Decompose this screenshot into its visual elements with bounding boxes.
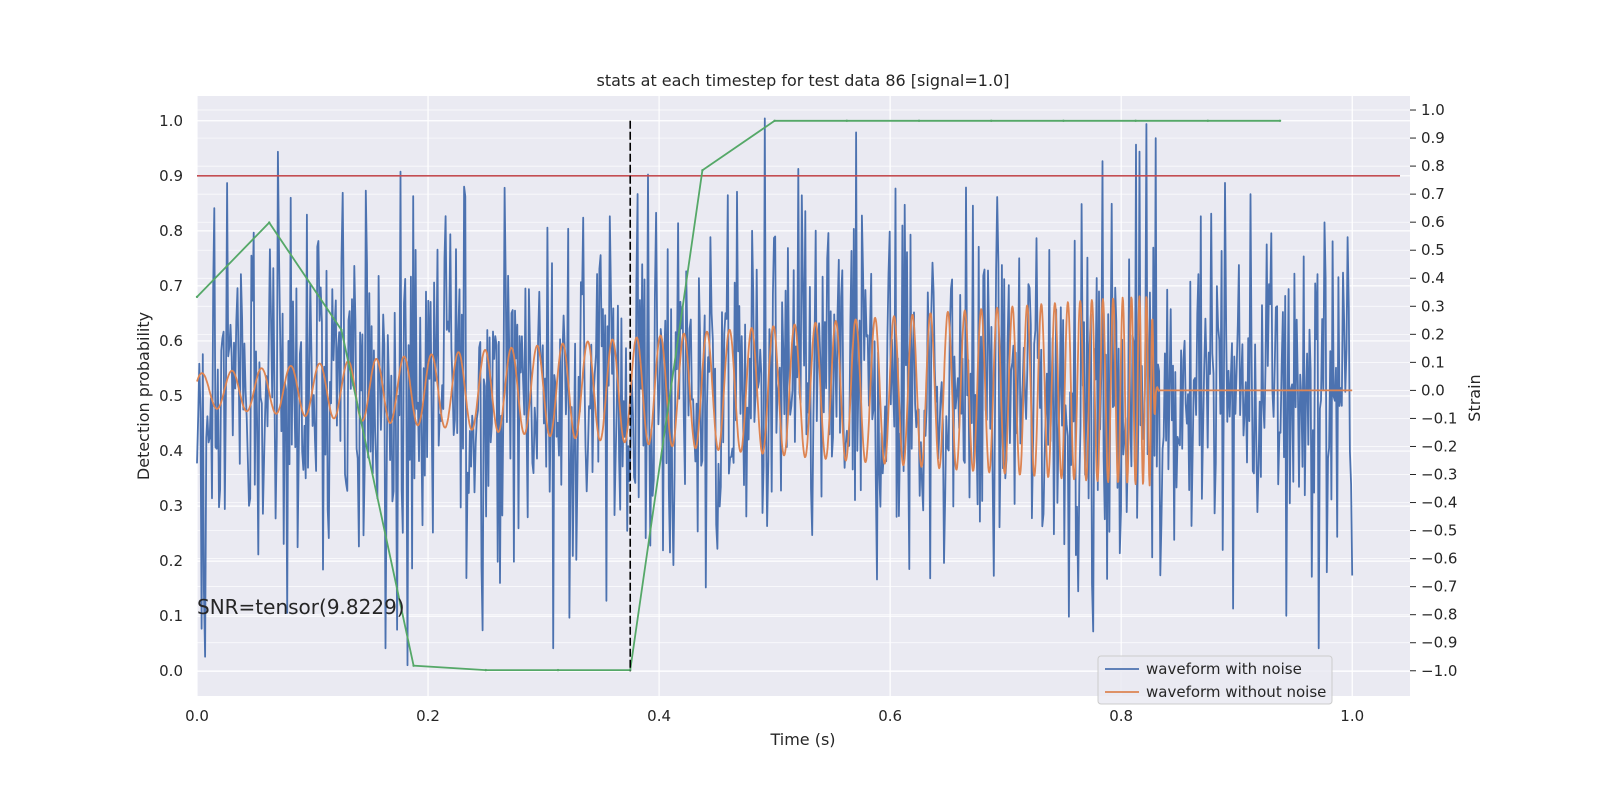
data-point-detection-probability bbox=[990, 119, 993, 122]
data-point-detection-probability bbox=[845, 119, 849, 122]
right-y-tick-label: 0.5 bbox=[1421, 241, 1445, 259]
right-y-axis-ticks: −1.0 −0.9 −0.8 −0.7 −0.6 −0.5 −0.4 −0.3 −0.2 −0.1… bbox=[1410, 101, 1457, 680]
right-y-tick-label: −0.9 bbox=[1421, 634, 1457, 652]
y-tick-label: 0.7 bbox=[159, 277, 183, 295]
data-point-detection-probability bbox=[773, 119, 776, 122]
right-y-tick-label: 0.8 bbox=[1421, 157, 1445, 175]
data-point-detection-probability bbox=[195, 295, 199, 299]
right-y-tick-label: −0.3 bbox=[1421, 466, 1457, 484]
y-tick-label: 0.3 bbox=[159, 497, 183, 515]
right-y-tick-label: −0.2 bbox=[1421, 437, 1457, 455]
x-tick-label: 0.0 bbox=[185, 707, 209, 725]
y-tick-label: 0.8 bbox=[159, 222, 183, 240]
y-tick-label: 1.0 bbox=[159, 112, 183, 130]
y-tick-label: 0.5 bbox=[159, 387, 183, 405]
data-point-detection-probability bbox=[917, 119, 921, 122]
y-tick-label: 0.4 bbox=[159, 442, 183, 460]
y-tick-label: 0.6 bbox=[159, 332, 183, 350]
right-y-tick-label: 0.7 bbox=[1421, 185, 1445, 203]
chart-title: stats at each timestep for test data 86 … bbox=[597, 71, 1010, 90]
x-tick-label: 0.2 bbox=[416, 707, 440, 725]
right-y-tick-label: 1.0 bbox=[1421, 101, 1445, 119]
right-y-tick-label: 0.1 bbox=[1421, 353, 1445, 371]
right-y-tick-label: 0.3 bbox=[1421, 297, 1445, 315]
right-y-tick-label: 0.2 bbox=[1421, 325, 1445, 343]
data-point-detection-probability bbox=[484, 668, 488, 672]
series-line-detection-probability bbox=[196, 119, 1280, 671]
right-y-tick-label: −0.7 bbox=[1421, 578, 1457, 596]
snr-annotation: SNR=tensor(9.8229) bbox=[197, 595, 405, 619]
x-axis-ticks: 0.0 0.2 0.4 0.6 0.8 1.0 bbox=[185, 707, 1364, 725]
y-tick-label: 0.0 bbox=[159, 662, 183, 680]
data-point-detection-probability bbox=[412, 664, 415, 667]
data-point-detection-probability bbox=[701, 169, 704, 172]
right-y-tick-label: −0.4 bbox=[1421, 494, 1457, 512]
right-y-tick-label: 0.9 bbox=[1421, 129, 1445, 147]
legend-box bbox=[1097, 655, 1333, 705]
legend: waveform with noise waveform without noi… bbox=[1097, 655, 1333, 705]
data-point-detection-probability bbox=[340, 328, 343, 332]
x-tick-label: 0.4 bbox=[647, 707, 671, 725]
x-tick-label: 0.6 bbox=[878, 707, 902, 725]
right-y-tick-label: −1.0 bbox=[1421, 662, 1457, 680]
y-axis-ticks: 0.0 0.1 0.2 0.3 0.4 0.5 0.6 0.7 0.8 0.9 1.0 bbox=[159, 112, 183, 680]
legend-label-clean: waveform without noise bbox=[1146, 683, 1326, 701]
x-tick-label: 1.0 bbox=[1340, 707, 1364, 725]
right-y-tick-label: 0.6 bbox=[1421, 213, 1445, 231]
y-tick-label: 0.2 bbox=[159, 552, 183, 570]
data-point-detection-probability bbox=[1278, 119, 1282, 122]
x-tick-label: 0.8 bbox=[1109, 707, 1133, 725]
data-point-detection-probability bbox=[268, 221, 271, 224]
right-y-tick-label: −0.1 bbox=[1421, 409, 1457, 427]
series-layer bbox=[195, 117, 1400, 672]
x-axis-label: Time (s) bbox=[769, 730, 835, 749]
data-point-detection-probability bbox=[556, 668, 560, 672]
right-y-tick-label: −0.6 bbox=[1421, 550, 1457, 568]
right-y-tick-label: −0.5 bbox=[1421, 522, 1457, 540]
data-point-detection-probability bbox=[1062, 119, 1065, 122]
data-point-detection-probability bbox=[1134, 119, 1137, 122]
right-y-axis-label: Strain bbox=[1465, 374, 1484, 421]
y-tick-label: 0.1 bbox=[159, 607, 183, 625]
legend-label-noisy: waveform with noise bbox=[1146, 660, 1302, 678]
y-axis-label: Detection probability bbox=[134, 312, 153, 480]
right-y-tick-label: 0.4 bbox=[1421, 269, 1445, 287]
y-tick-label: 0.9 bbox=[159, 167, 183, 185]
data-point-detection-probability bbox=[1206, 119, 1210, 122]
right-y-tick-label: 0.0 bbox=[1421, 381, 1445, 399]
series-line-waveform-without-noise bbox=[196, 295, 1353, 487]
right-y-tick-label: −0.8 bbox=[1421, 606, 1457, 624]
data-point-detection-probability bbox=[629, 668, 632, 672]
